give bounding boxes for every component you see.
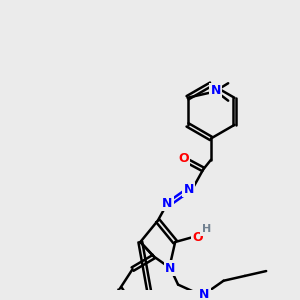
Text: N: N: [162, 197, 172, 210]
Text: N: N: [199, 288, 209, 300]
Text: N: N: [165, 262, 175, 275]
Text: O: O: [192, 231, 203, 244]
Text: H: H: [202, 224, 211, 234]
Text: N: N: [210, 85, 221, 98]
Text: N: N: [184, 183, 194, 196]
Text: O: O: [178, 152, 189, 165]
